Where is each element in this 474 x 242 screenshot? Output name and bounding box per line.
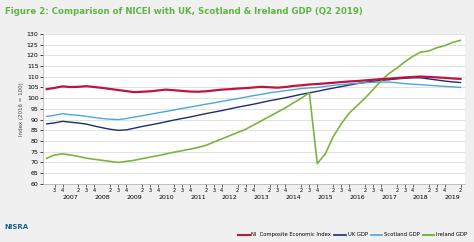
Text: Figure 2: Comparison of NICEI with UK, Scotland & Ireland GDP (Q2 2019): Figure 2: Comparison of NICEI with UK, S… (5, 7, 363, 16)
Legend: NI  Composite Economic Index, UK GDP, Scotland GDP, Ireland GDP: NI Composite Economic Index, UK GDP, Sco… (236, 230, 469, 240)
Y-axis label: Index (2016 = 100): Index (2016 = 100) (19, 82, 24, 136)
Text: NISRA: NISRA (5, 224, 29, 230)
